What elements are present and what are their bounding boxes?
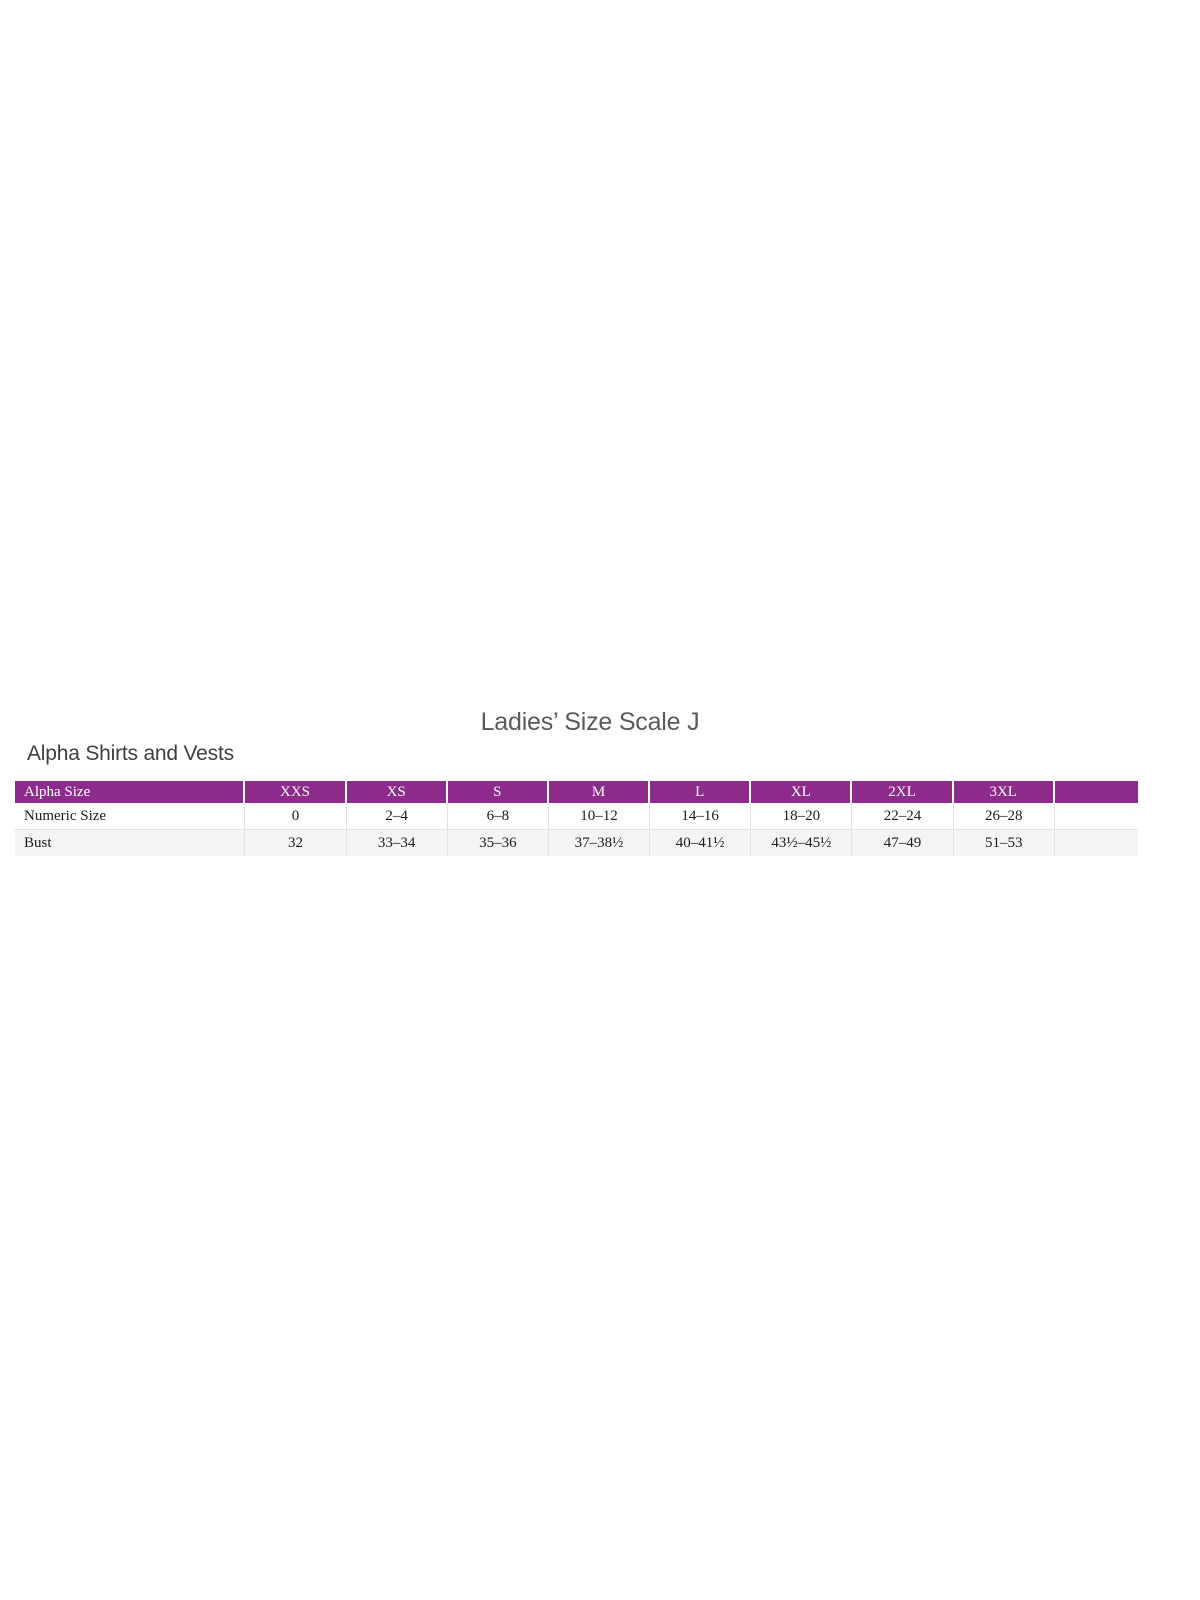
page-title: Ladies’ Size Scale J <box>480 708 700 736</box>
cell-bust-xl: 43½–45½ <box>751 830 853 856</box>
cell-numeric-size-3xl: 26–28 <box>953 803 1055 830</box>
size-chart-table: Alpha Size XXS XS S M L XL 2XL 3XL Numer… <box>15 781 1138 856</box>
header-row: Alpha Size XXS XS S M L XL 2XL 3XL <box>15 781 1138 803</box>
header-cell-alpha-size: Alpha Size <box>15 781 246 803</box>
header-cell-size-s: S <box>447 781 549 803</box>
header-cell-size-xl: XL <box>751 781 853 803</box>
row-label-bust: Bust <box>15 830 246 856</box>
header-cell-size-xxs: XXS <box>245 781 347 803</box>
section-heading: Alpha Shirts and Vests <box>27 742 234 765</box>
table-row: Bust 32 33–34 35–36 37–38½ 40–41½ 43½–45… <box>15 830 1138 856</box>
row-label-numeric-size: Numeric Size <box>15 803 246 830</box>
table-row: Numeric Size 0 2–4 6–8 10–12 14–16 18–20… <box>15 803 1138 830</box>
cell-numeric-size-2xl: 22–24 <box>852 803 954 830</box>
cell-numeric-size-s: 6–8 <box>447 803 549 830</box>
header-cell-size-m: M <box>548 781 651 803</box>
header-cell-size-l: L <box>650 781 752 803</box>
header-cell-size-2xl: 2XL <box>852 781 954 803</box>
cell-numeric-size-xs: 2–4 <box>346 803 448 830</box>
cell-bust-xxs: 32 <box>245 830 347 856</box>
header-cell-size-3xl: 3XL <box>953 781 1055 803</box>
table-header: Alpha Size XXS XS S M L XL 2XL 3XL <box>15 781 1138 803</box>
cell-numeric-size-l: 14–16 <box>650 803 752 830</box>
cell-bust-xs: 33–34 <box>346 830 448 856</box>
cell-bust-s: 35–36 <box>447 830 549 856</box>
cell-bust-3xl: 51–53 <box>953 830 1055 856</box>
cell-bust-2xl: 47–49 <box>852 830 954 856</box>
cell-numeric-size-m: 10–12 <box>548 803 651 830</box>
table-body: Numeric Size 0 2–4 6–8 10–12 14–16 18–20… <box>15 803 1138 856</box>
cell-bust-l: 40–41½ <box>650 830 752 856</box>
header-cell-blank <box>1054 781 1138 803</box>
cell-bust-m: 37–38½ <box>548 830 651 856</box>
cell-numeric-size-xl: 18–20 <box>751 803 853 830</box>
header-cell-size-xs: XS <box>346 781 448 803</box>
cell-bust-blank <box>1054 830 1138 856</box>
cell-numeric-size-xxs: 0 <box>245 803 347 830</box>
cell-numeric-size-blank <box>1054 803 1138 830</box>
